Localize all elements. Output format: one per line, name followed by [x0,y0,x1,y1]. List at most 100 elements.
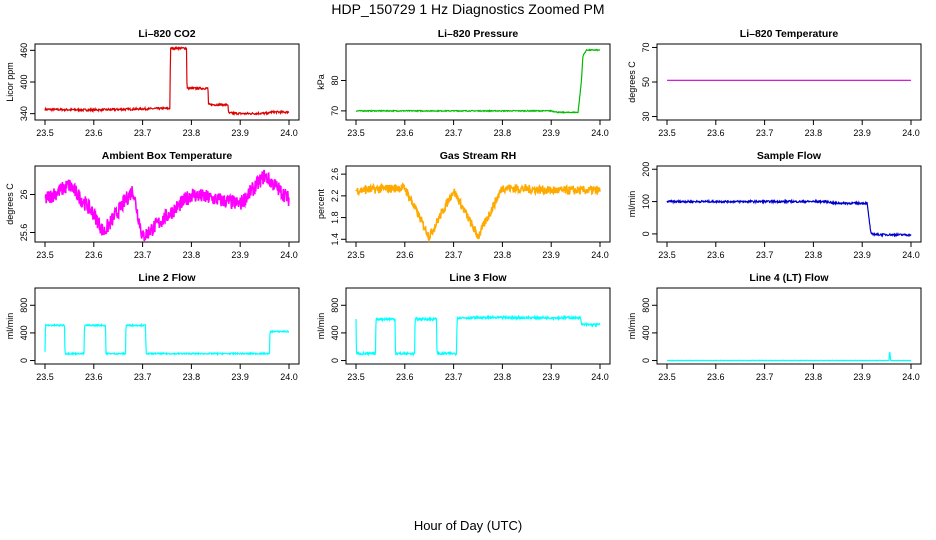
y-tick-label: 400 [19,325,29,340]
y-tick-label: 2.6 [330,168,340,181]
x-tick-label: 23.6 [396,372,414,382]
x-tick-label: 23.6 [396,128,414,138]
y-axis-label: ml/min [627,313,637,340]
y-axis-label: degrees C [627,61,637,103]
x-tick-label: 24.0 [280,250,298,260]
x-tick-label: 23.8 [805,372,823,382]
x-tick-label: 23.8 [183,250,201,260]
x-tick-label: 23.8 [494,250,512,260]
panel-5: Gas Stream RH 23.5 23.6 23.7 23.8 23.9 24.0 1.4… [316,150,611,260]
y-tick-label: 70 [641,42,651,52]
x-tick-label: 23.9 [853,128,871,138]
x-tick-label: 23.5 [658,128,676,138]
y-tick-label: 1.8 [330,211,340,224]
x-tick-label: 23.5 [347,372,365,382]
y-axis-label: percent [316,188,326,219]
plot-frame [34,287,300,365]
figure-title: HDP_150729 1 Hz Diagnostics Zoomed PM [331,1,605,17]
y-tick-label: 80 [330,75,340,85]
y-tick-label: 0 [19,358,29,363]
y-tick-label: 400 [330,325,340,340]
x-tick-label: 24.0 [902,372,920,382]
series-line [666,351,912,362]
y-tick-label: 0 [330,358,340,363]
y-tick-label: 460 [19,43,29,58]
x-tick-label: 23.6 [396,250,414,260]
y-tick-label: 200 [641,162,651,177]
plot-frame [656,43,922,121]
x-tick-label: 23.9 [231,372,249,382]
plot-frame [34,165,300,243]
y-axis-label: ml/min [316,313,326,340]
plot-frame [345,165,611,243]
x-tick-label: 24.0 [280,372,298,382]
x-tick-label: 23.5 [36,128,54,138]
panel-3: Li–820 Temperature 23.5 23.6 23.7 23.8 23.9 24… [627,28,922,138]
y-tick-label: 50 [641,77,651,87]
x-tick-label: 23.8 [805,250,823,260]
x-tick-label: 23.5 [347,250,365,260]
series-line [44,322,290,357]
y-tick-label: 800 [19,298,29,313]
panel-title: Sample Flow [757,150,822,162]
plot-frame [345,43,611,121]
x-tick-label: 24.0 [902,250,920,260]
panel-title: Line 3 Flow [449,272,507,284]
x-tick-label: 24.0 [591,372,609,382]
y-tick-label: 1.4 [330,233,340,246]
x-tick-label: 23.7 [134,250,152,260]
x-tick-label: 23.9 [231,250,249,260]
x-tick-label: 23.7 [134,372,152,382]
y-tick-label: 30 [641,112,651,122]
x-tick-label: 24.0 [280,128,298,138]
panel-9: Line 4 (LT) Flow 23.5 23.6 23.7 23.8 23.9 24.0… [627,272,922,382]
x-tick-label: 23.8 [183,372,201,382]
panel-title: Line 2 Flow [138,272,196,284]
x-tick-label: 24.0 [902,128,920,138]
panel-1: Li–820 CO2 23.5 23.6 23.7 23.8 23.9 24.0 340 400… [5,28,300,138]
y-tick-label: 0 [641,358,651,363]
x-tick-label: 23.9 [231,128,249,138]
y-axis-label: Licor ppm [5,62,15,102]
x-tick-label: 23.9 [853,250,871,260]
x-tick-label: 23.9 [542,128,560,138]
x-tick-label: 23.5 [658,250,676,260]
x-tick-label: 23.7 [134,128,152,138]
panel-title: Ambient Box Temperature [102,150,233,162]
x-tick-label: 23.5 [658,372,676,382]
x-tick-label: 23.6 [85,128,103,138]
y-tick-label: 100 [641,194,651,209]
plot-frame [345,287,611,365]
panel-title: Gas Stream RH [440,150,516,162]
y-tick-label: 400 [641,325,651,340]
x-tick-label: 23.6 [707,128,725,138]
x-tick-label: 23.7 [756,250,774,260]
x-tick-label: 23.6 [707,250,725,260]
panel-title: Line 4 (LT) Flow [749,272,829,284]
x-tick-label: 23.5 [36,372,54,382]
y-tick-label: 26 [19,189,29,199]
x-tick-label: 23.6 [85,250,103,260]
x-tick-label: 23.7 [756,128,774,138]
y-tick-label: 70 [330,106,340,116]
x-tick-label: 23.5 [347,128,365,138]
panel-title: Li–820 CO2 [138,28,195,40]
series-line [666,198,912,238]
x-tick-label: 23.8 [183,128,201,138]
x-tick-label: 24.0 [591,128,609,138]
series-line [44,169,290,242]
x-tick-label: 23.7 [445,128,463,138]
panel-7: Line 2 Flow 23.5 23.6 23.7 23.8 23.9 24.0 0 400 8… [5,272,300,382]
panel-6: Sample Flow 23.5 23.6 23.7 23.8 23.9 24.0 0 100 2… [627,150,922,260]
series-line [355,314,601,358]
x-tick-label: 23.8 [494,128,512,138]
x-tick-label: 23.7 [445,250,463,260]
y-tick-label: 400 [19,74,29,89]
x-tick-label: 23.8 [805,128,823,138]
x-tick-label: 23.9 [542,372,560,382]
x-axis-label: Hour of Day (UTC) [413,518,523,533]
y-axis-label: ml/min [627,191,637,218]
y-tick-label: 25.6 [19,224,29,242]
y-tick-label: 0 [641,231,651,236]
